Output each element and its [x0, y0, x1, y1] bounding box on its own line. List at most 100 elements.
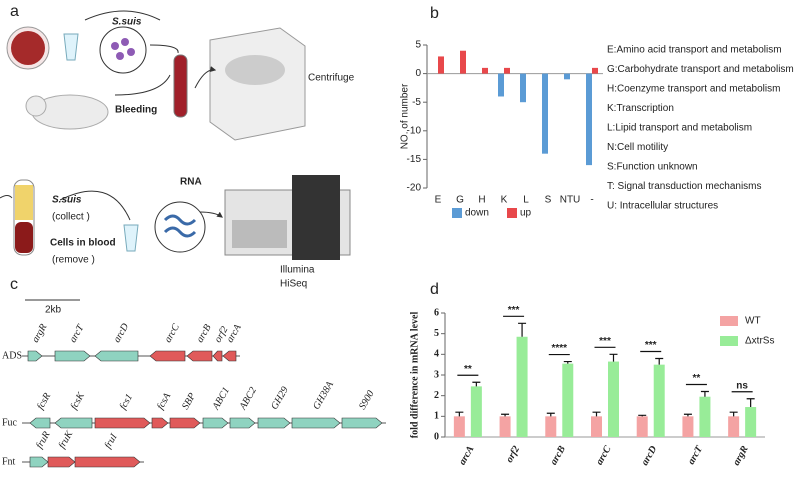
x-tick-label: -: [590, 195, 593, 206]
category-definition: L:Lipid transport and metabolism: [607, 123, 752, 134]
gene-label: GH29: [269, 385, 291, 412]
significance-label: ns: [736, 380, 748, 391]
gene-label: fcs1: [118, 392, 136, 411]
workflow-label: (remove ): [52, 255, 95, 266]
operon-name: Fnt: [2, 456, 16, 467]
panel-letter: c: [10, 276, 18, 293]
gene-arrow: [257, 417, 291, 429]
y-tick-label: 2: [434, 390, 439, 401]
gene-label: fruK: [57, 428, 76, 451]
y-tick-label: 6: [434, 307, 439, 318]
gene-arrow: [29, 456, 49, 468]
bar: [636, 416, 648, 437]
scale-label: 2kb: [45, 305, 62, 316]
bar: [653, 364, 665, 437]
gene-arrow: [54, 417, 93, 429]
workflow-label: S.suis: [52, 195, 82, 206]
bar: [592, 67, 598, 74]
y-tick-label: -5: [412, 97, 421, 108]
gene-label: S900: [357, 389, 377, 412]
error-bar: [609, 353, 618, 362]
x-tick-label: arcT: [686, 443, 706, 466]
error-bar: [455, 411, 464, 417]
category-definition: S:Function unknown: [607, 162, 698, 173]
category-definition: N:Cell motility: [607, 142, 668, 153]
workflow-label: Illumina: [280, 265, 315, 276]
gene-arrow: [212, 350, 223, 362]
error-bar: [655, 357, 664, 365]
y-tick-label: 1: [434, 411, 439, 422]
y-tick-label: -20: [407, 183, 422, 194]
panel-letter: b: [430, 5, 439, 22]
gene-label: arcA: [225, 322, 245, 345]
x-tick-label: arcB: [548, 444, 568, 467]
category-definition: G:Carbohydrate transport and metabolism: [607, 64, 794, 75]
bar: [545, 416, 557, 437]
operon-name: ADS: [2, 350, 22, 361]
y-tick-label: 5: [415, 40, 421, 51]
category-definition: H:Coenzyme transport and metabolism: [607, 84, 780, 95]
gene-arrow: [149, 350, 186, 362]
bar: [470, 386, 482, 437]
y-axis-label: NO. of number: [400, 83, 411, 149]
gene-label: arcT: [68, 322, 88, 345]
category-definition: K:Transcription: [607, 103, 674, 114]
workflow-label: (collect ): [52, 212, 90, 223]
bar: [699, 396, 711, 437]
bar: [682, 416, 694, 437]
legend-label: up: [520, 208, 532, 219]
gene-label: arcB: [195, 323, 214, 345]
gene-label: fruI: [103, 432, 120, 451]
error-bar: [638, 414, 647, 417]
bar: [453, 416, 465, 437]
gene-label: ABC2: [237, 385, 259, 412]
workflow-label: S.suis: [112, 17, 142, 28]
x-tick-label: orf2: [504, 444, 522, 464]
x-tick-label: G: [456, 195, 464, 206]
gene-arrow: [29, 417, 51, 429]
legend-label: WT: [745, 316, 761, 327]
x-tick-label: S: [545, 195, 552, 206]
error-bar: [746, 398, 755, 408]
category-definition: T: Signal transduction mechanisms: [607, 181, 762, 192]
error-bar: [501, 413, 510, 417]
y-tick-label: 3: [434, 369, 439, 380]
x-tick-label: K: [501, 195, 508, 206]
x-tick-label: argR: [731, 444, 751, 468]
gene-arrow: [186, 350, 213, 362]
y-tick-label: 4: [434, 349, 439, 360]
error-bar: [592, 411, 601, 417]
error-bar: [472, 381, 481, 387]
bar: [562, 363, 574, 437]
significance-label: ****: [551, 343, 567, 354]
bar: [482, 67, 488, 74]
error-bar: [700, 390, 709, 397]
bar: [564, 73, 570, 80]
bar: [586, 73, 592, 166]
significance-label: ***: [599, 336, 611, 347]
bar: [608, 361, 619, 437]
y-tick-label: 5: [434, 328, 439, 339]
y-tick-label: -15: [407, 154, 422, 165]
bar: [460, 50, 466, 74]
x-tick-label: L: [523, 195, 529, 206]
bar: [591, 416, 602, 437]
gene-arrow: [341, 417, 383, 429]
significance-label: **: [693, 373, 701, 384]
gene-arrow: [229, 417, 256, 429]
legend-label: ΔxtrSs: [745, 336, 774, 347]
gene-label: fruR: [34, 430, 52, 451]
error-bar: [683, 413, 692, 417]
gene-label: ABC1: [210, 385, 232, 412]
gene-arrow: [169, 417, 201, 429]
category-definition: U: Intracellular structures: [607, 201, 718, 212]
error-bar: [729, 411, 738, 417]
gene-arrow: [222, 350, 237, 362]
gene-arrow: [74, 456, 141, 468]
workflow-art: [0, 10, 351, 260]
legend-swatch: [507, 208, 517, 218]
x-tick-label: H: [478, 195, 485, 206]
legend-swatch: [452, 208, 462, 218]
error-bar: [546, 412, 555, 417]
